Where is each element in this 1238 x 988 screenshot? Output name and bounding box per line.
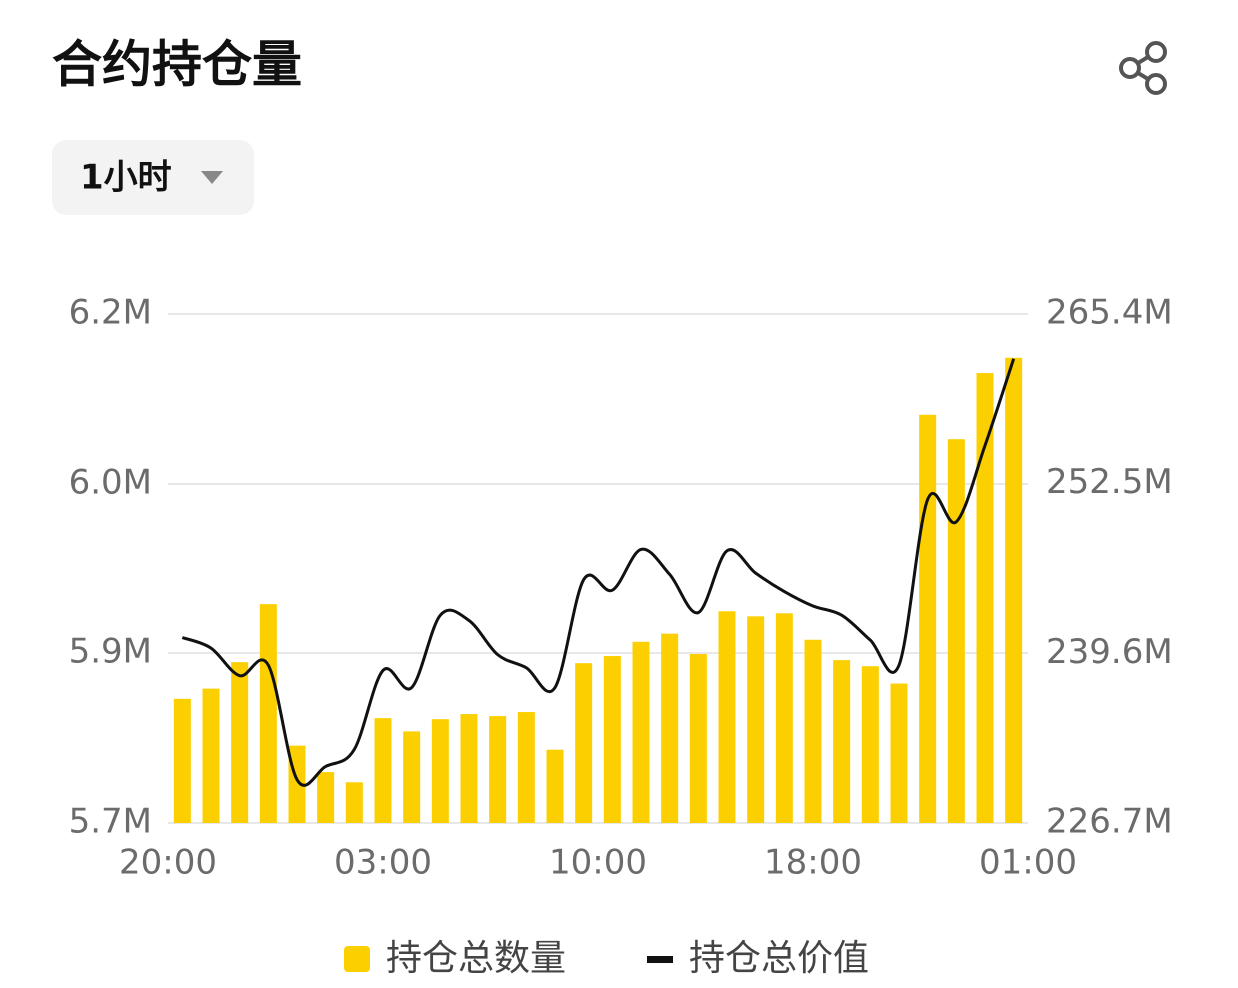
bar xyxy=(890,683,908,823)
bar xyxy=(231,662,249,823)
period-label: 1小时 xyxy=(80,158,172,198)
line xyxy=(181,358,1016,787)
y2-tick-label: 226.7M xyxy=(1046,802,1173,842)
x-tick-label: 20:00 xyxy=(119,843,217,883)
bar xyxy=(603,656,621,823)
bar xyxy=(919,414,937,823)
bar xyxy=(861,666,879,823)
legend-label: 持仓总价值 xyxy=(689,938,869,979)
bar xyxy=(575,663,593,823)
bar xyxy=(517,712,535,823)
bar xyxy=(431,719,449,823)
y-tick-label: 6.0M xyxy=(69,463,152,503)
legend-label: 持仓总数量 xyxy=(386,938,566,979)
share-icon[interactable] xyxy=(1119,41,1167,95)
legend-swatch xyxy=(344,946,370,972)
period-dropdown[interactable] xyxy=(52,140,254,215)
bar xyxy=(403,731,421,823)
bar xyxy=(689,654,707,823)
chart-title: 合约持仓量 xyxy=(52,36,302,94)
bar xyxy=(775,613,793,823)
bar xyxy=(747,616,765,823)
y2-tick-label: 239.6M xyxy=(1046,632,1173,672)
bar xyxy=(489,716,507,823)
bar xyxy=(173,698,191,823)
y2-tick-label: 265.4M xyxy=(1046,293,1173,333)
bar xyxy=(661,633,679,823)
y2-tick-label: 252.5M xyxy=(1046,462,1173,502)
x-tick-label: 01:00 xyxy=(979,843,1077,883)
bar xyxy=(947,439,965,823)
legend: 持仓总数量 持仓总价值 xyxy=(344,938,869,979)
bar xyxy=(833,660,851,823)
legend-swatch xyxy=(647,956,673,963)
x-tick-label: 18:00 xyxy=(764,843,862,883)
y-tick-label: 6.2M xyxy=(69,293,152,333)
bar xyxy=(976,373,994,823)
bar xyxy=(546,749,564,823)
bar xyxy=(345,782,363,823)
x-tick-label: 10:00 xyxy=(549,843,647,883)
bar xyxy=(718,611,736,823)
bar xyxy=(202,688,220,823)
bar xyxy=(259,604,277,823)
bar xyxy=(317,772,335,823)
bar xyxy=(804,639,822,823)
y-tick-label: 5.9M xyxy=(69,631,152,671)
bar xyxy=(1005,357,1023,823)
bar xyxy=(374,718,392,823)
dropdown-arrow xyxy=(201,171,223,184)
x-tick-label: 03:00 xyxy=(334,843,432,883)
y-tick-label: 5.7M xyxy=(69,802,152,842)
bar xyxy=(460,714,478,823)
bar xyxy=(632,641,650,823)
